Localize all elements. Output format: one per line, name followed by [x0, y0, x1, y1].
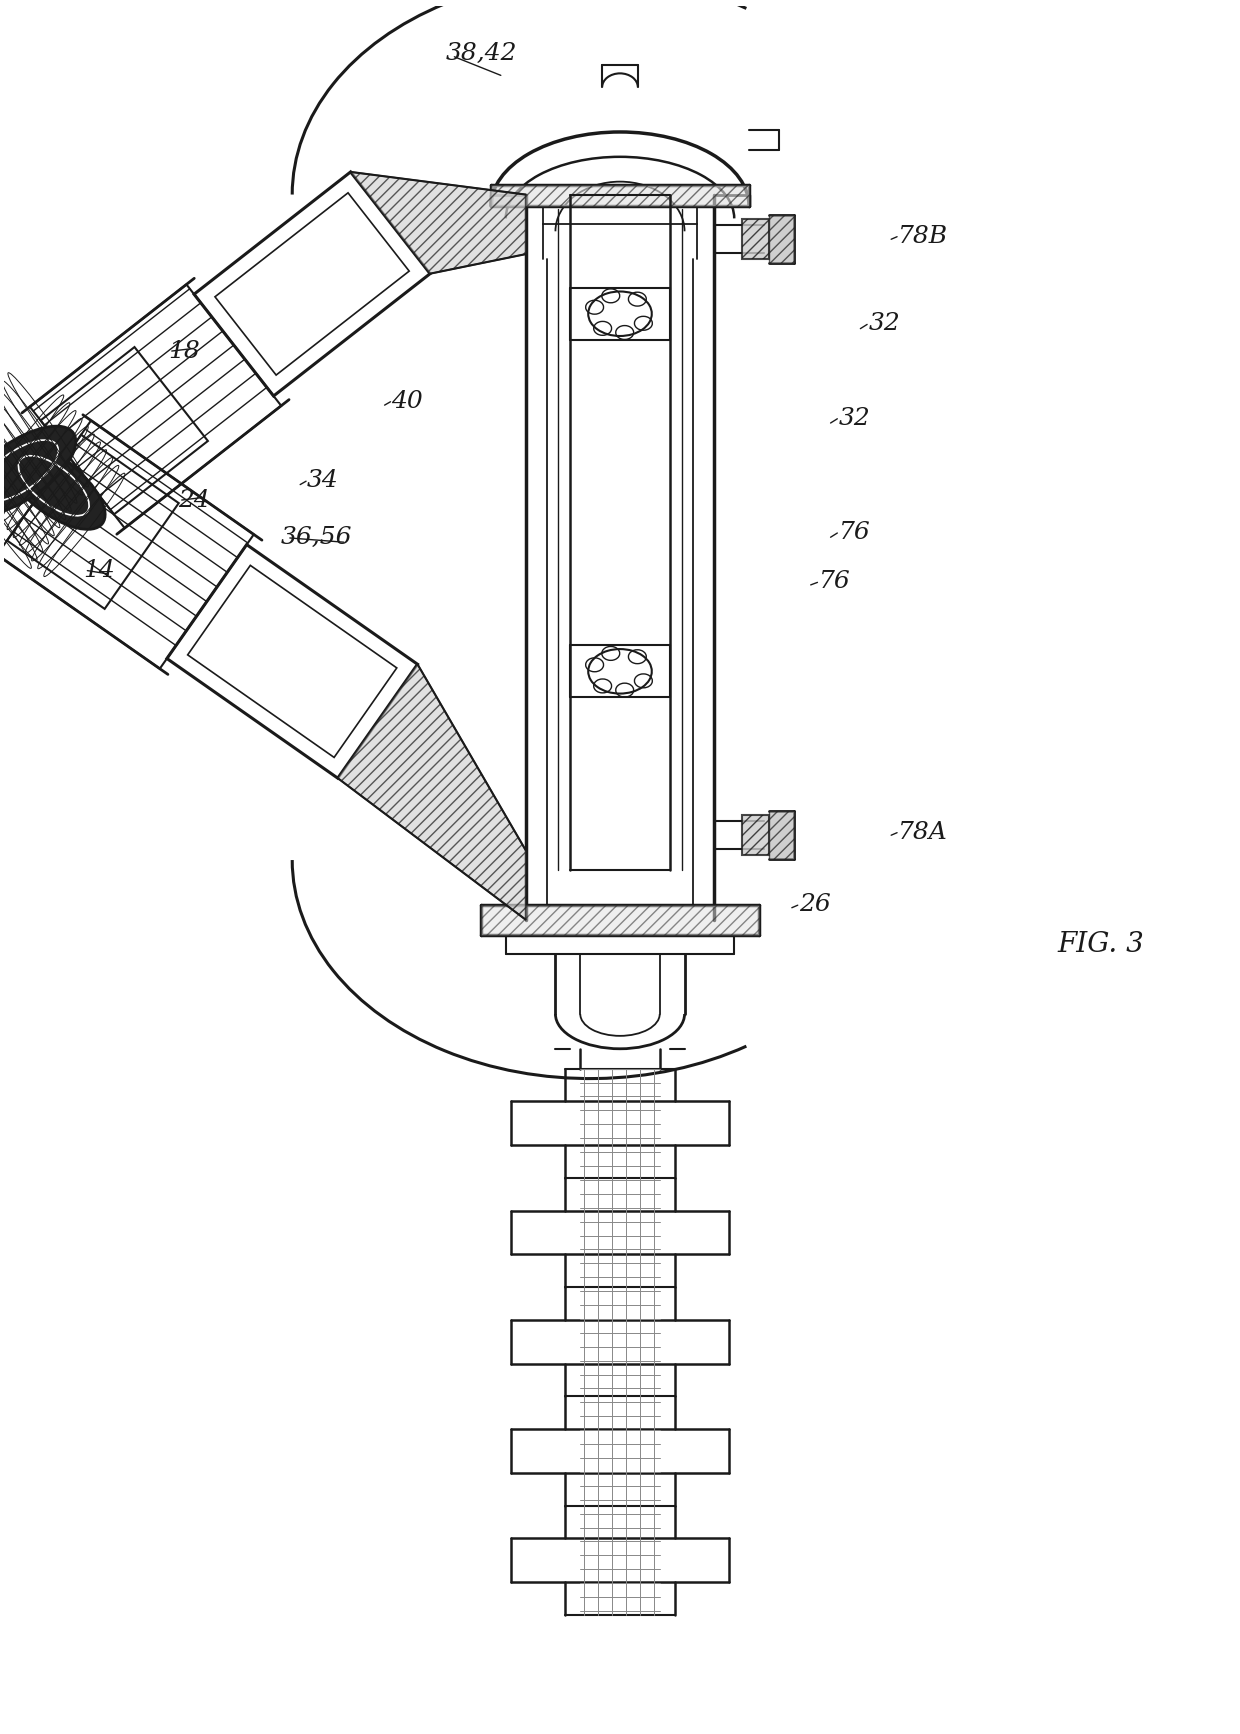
Text: 40: 40 [392, 390, 423, 413]
Text: 32: 32 [838, 406, 870, 430]
Polygon shape [491, 184, 749, 206]
Ellipse shape [2, 442, 105, 529]
Text: 36,56: 36,56 [280, 525, 352, 548]
Text: 18: 18 [169, 340, 200, 362]
Polygon shape [743, 815, 769, 855]
Text: 76: 76 [818, 570, 851, 593]
Text: 14: 14 [83, 558, 115, 581]
Text: 78B: 78B [898, 225, 949, 248]
Ellipse shape [0, 427, 76, 515]
Polygon shape [481, 905, 759, 935]
Text: 34: 34 [308, 470, 339, 492]
Text: FIG. 3: FIG. 3 [1056, 931, 1143, 957]
Text: 26: 26 [799, 893, 831, 916]
Text: 32: 32 [868, 312, 900, 335]
Polygon shape [337, 664, 526, 919]
Polygon shape [769, 215, 794, 264]
Polygon shape [351, 172, 526, 274]
Text: 24: 24 [179, 489, 210, 512]
Text: 76: 76 [838, 520, 870, 544]
Polygon shape [769, 812, 794, 858]
Text: 78A: 78A [898, 820, 947, 844]
Polygon shape [743, 220, 769, 258]
Text: 38,42: 38,42 [446, 42, 517, 64]
